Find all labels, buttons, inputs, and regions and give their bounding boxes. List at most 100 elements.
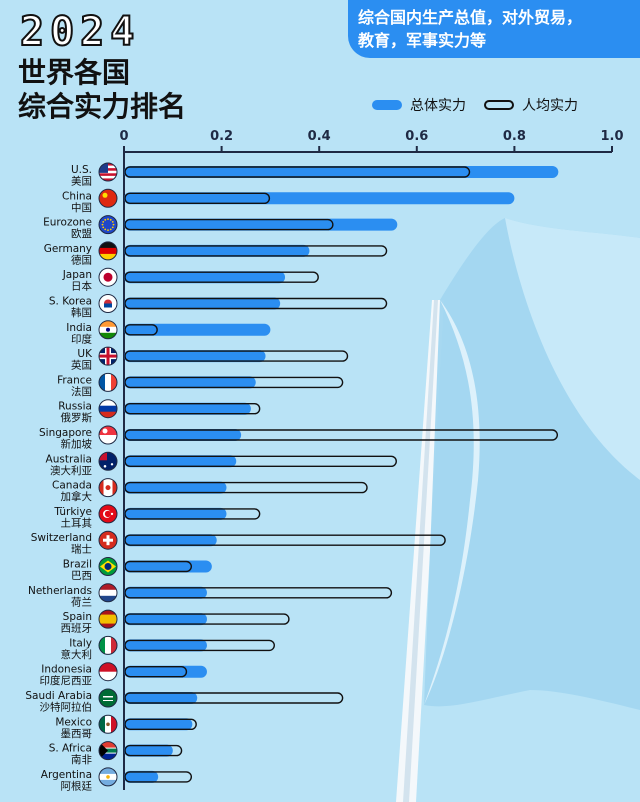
country-label-en: Türkiye — [53, 506, 92, 518]
country-label-zh: 法国 — [71, 385, 92, 398]
japan-flag-icon — [98, 267, 118, 287]
country-label-zh: 西班牙 — [61, 623, 93, 635]
x-tick-label: 0.6 — [405, 129, 428, 144]
france-flag-icon — [98, 372, 118, 392]
per-capita-bar — [124, 481, 368, 494]
per-capita-bar — [124, 271, 319, 283]
x-tick-label: 0 — [119, 129, 128, 144]
russia-flag-icon — [98, 399, 118, 419]
country-label-zh: 英国 — [71, 359, 92, 372]
total-bar — [124, 429, 242, 441]
per-capita-bar — [124, 324, 158, 336]
total-bar — [124, 639, 207, 652]
country-label-en: Canada — [52, 480, 92, 492]
country-label-zh: 意大利 — [61, 648, 93, 661]
us-flag-icon — [98, 162, 118, 182]
country-label-zh: 澳大利亚 — [50, 464, 92, 477]
country-label-en: Mexico — [55, 716, 92, 728]
country-label-zh: 南非 — [71, 753, 92, 766]
country-label-zh: 欧盟 — [71, 228, 92, 240]
per-capita-bar — [124, 613, 290, 625]
country-label-en: Spain — [63, 611, 92, 623]
legend-swatch-total — [372, 100, 402, 110]
total-bar — [124, 665, 207, 678]
canada-flag-icon — [98, 478, 118, 498]
country-label-en: Germany — [44, 243, 92, 255]
total-bar — [124, 192, 515, 205]
total-bar — [124, 166, 559, 178]
per-capita-bar — [124, 376, 344, 389]
country-label-en: Netherlands — [28, 585, 92, 597]
note-line-2: 教育，军事实力等 — [358, 31, 487, 50]
country-label-en: Australia — [46, 453, 92, 465]
total-bar — [124, 507, 227, 520]
methodology-note: 综合国内生产总值，对外贸易， 教育，军事实力等 — [348, 0, 640, 58]
total-bar — [124, 692, 198, 704]
per-capita-bar — [124, 297, 388, 310]
argentina-flag-icon — [98, 767, 118, 787]
germany-flag-icon — [98, 241, 118, 261]
x-tick-label: 0.8 — [503, 129, 526, 144]
flag-cloth-fold — [424, 300, 480, 705]
country-label-zh: 日本 — [71, 280, 92, 293]
country-label-en: Saudi Arabia — [25, 690, 92, 702]
per-capita-bar — [124, 666, 188, 678]
country-label-zh: 荷兰 — [71, 595, 92, 608]
total-bar — [124, 744, 173, 757]
title-line-1: 世界各国 — [18, 56, 131, 89]
total-bar — [124, 244, 310, 257]
per-capita-bar — [124, 245, 388, 257]
south-korea-flag-icon — [98, 294, 118, 313]
turkiye-flag-icon — [98, 504, 118, 524]
total-bar — [124, 323, 271, 336]
flag-pole-shadow — [403, 300, 438, 802]
country-label-en: Switzerland — [31, 532, 92, 544]
country-label-en: Argentina — [41, 769, 92, 781]
country-label-zh: 加拿大 — [61, 490, 93, 503]
per-capita-bar — [124, 744, 183, 757]
country-label-en: UK — [77, 348, 93, 360]
indonesia-flag-icon — [98, 662, 118, 682]
total-bar — [124, 534, 217, 547]
per-capita-bar — [124, 718, 197, 730]
per-capita-bar — [124, 218, 334, 231]
total-bar — [124, 481, 227, 494]
australia-flag-icon — [98, 451, 118, 471]
china-flag-icon — [98, 188, 118, 208]
x-tick-label: 0.4 — [308, 129, 331, 144]
country-label-zh: 巴西 — [71, 570, 92, 582]
country-label-en: Russia — [58, 401, 92, 413]
country-label-en: Eurozone — [43, 217, 92, 229]
total-bar — [124, 586, 207, 599]
per-capita-bar — [124, 534, 446, 546]
legend-swatch-per-capita — [484, 100, 514, 110]
note-line-1: 综合国内生产总值，对外贸易， — [358, 8, 583, 27]
per-capita-bar — [124, 639, 275, 652]
total-bar — [124, 350, 266, 363]
country-label-en: China — [62, 190, 92, 202]
country-label-zh: 墨西哥 — [61, 728, 93, 740]
per-capita-bar — [124, 508, 261, 520]
per-capita-bar — [124, 429, 559, 441]
switzerland-flag-icon — [98, 530, 118, 550]
country-label-zh: 瑞士 — [71, 543, 92, 556]
per-capita-bar — [124, 587, 393, 599]
country-label-en: Indonesia — [41, 664, 92, 676]
country-label-zh: 阿根廷 — [61, 779, 93, 792]
per-capita-bar — [124, 192, 271, 205]
per-capita-bar — [124, 455, 397, 467]
total-bar — [124, 718, 193, 731]
per-capita-bar — [124, 692, 344, 704]
country-label-zh: 沙特阿拉伯 — [40, 701, 93, 714]
legend-label-per-capita: 人均实力 — [522, 98, 578, 114]
year-heading: 2024 — [19, 9, 141, 55]
total-bar — [124, 455, 237, 468]
country-label-zh: 中国 — [71, 201, 92, 214]
country-label-en: U.S. — [71, 164, 92, 176]
total-bar — [124, 402, 251, 415]
total-bar — [124, 297, 281, 310]
singapore-flag-icon — [98, 425, 118, 445]
per-capita-bar — [124, 560, 193, 573]
